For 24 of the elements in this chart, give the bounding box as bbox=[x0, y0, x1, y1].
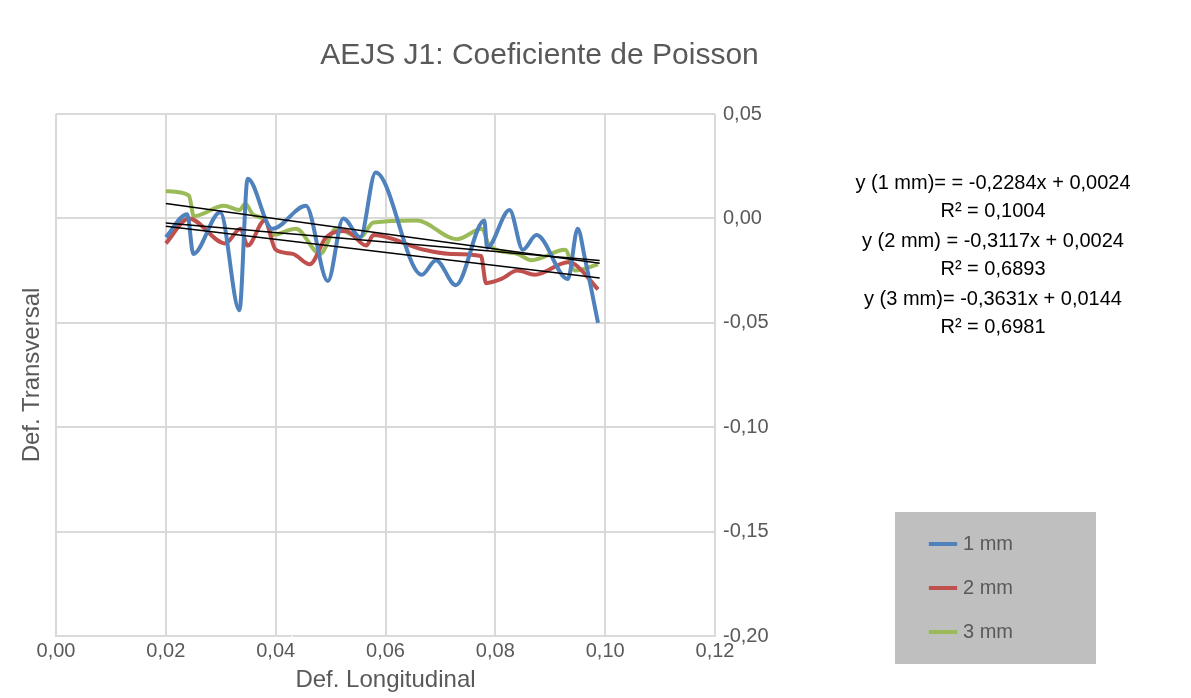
legend-label: 1 mm bbox=[963, 531, 1013, 554]
chart-title: AEJS J1: Coeficiente de Poisson bbox=[320, 37, 759, 71]
y-axis-title: Def. Transversal bbox=[16, 287, 44, 463]
legend-label: 3 mm bbox=[963, 619, 1013, 642]
x-tick-label: 0,02 bbox=[146, 638, 186, 661]
text: R² = 0,6893 bbox=[939, 256, 1047, 281]
y-tick-label: 0,05 bbox=[723, 101, 762, 124]
text: y (3 mm)= -0,3631x + 0,0144 bbox=[863, 286, 1123, 311]
text: y (1 mm)= = -0,2284x + 0,0024 bbox=[854, 170, 1132, 195]
x-tick-label: 0,06 bbox=[366, 638, 405, 661]
x-tick-label: 0,00 bbox=[36, 638, 76, 661]
y-tick-label: 0,00 bbox=[723, 205, 762, 228]
x-tick-label: 0,10 bbox=[585, 638, 625, 661]
y-tick-label: -0,10 bbox=[723, 414, 769, 437]
text: R² = 0,1004 bbox=[939, 198, 1047, 223]
text: y (2 mm) = -0,3117x + 0,0024 bbox=[861, 228, 1125, 253]
y-tick-label: -0,15 bbox=[723, 519, 769, 542]
x-tick-label: 0,08 bbox=[475, 638, 515, 661]
y-tick-label: -0,05 bbox=[723, 310, 769, 333]
x-tick-label: 0,04 bbox=[256, 638, 296, 661]
x-axis-title: Def. Longitudinal bbox=[295, 664, 476, 692]
legend-label: 2 mm bbox=[963, 575, 1013, 598]
y-tick-label: -0,20 bbox=[723, 623, 769, 646]
text: R² = 0,6981 bbox=[939, 314, 1047, 339]
